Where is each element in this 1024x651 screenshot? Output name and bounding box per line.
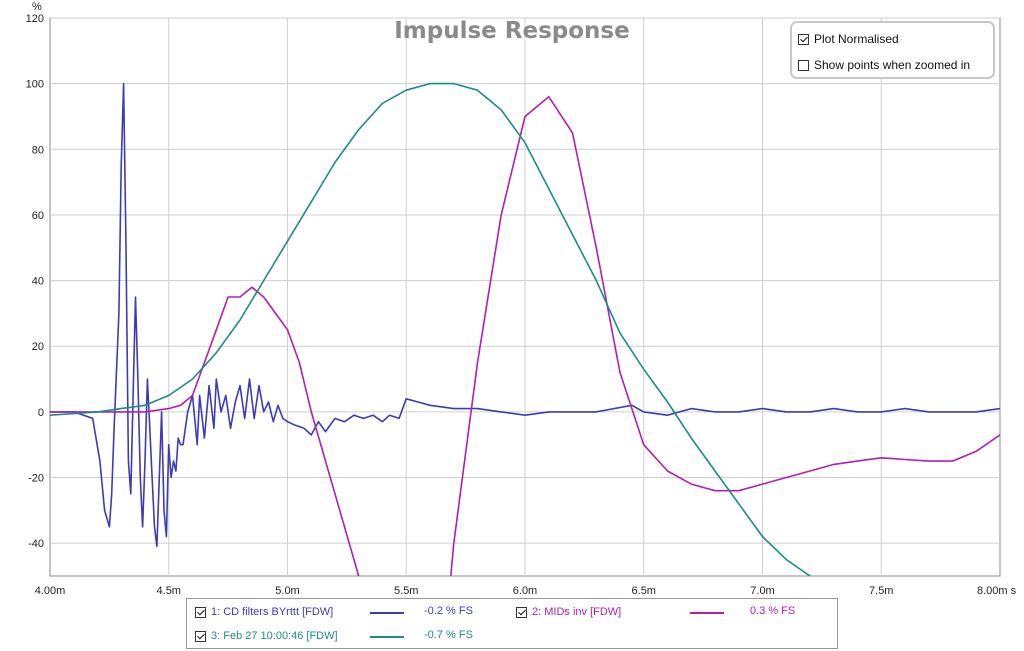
show-points-option[interactable]: Show points when zoomed in — [798, 56, 970, 74]
legend: 1: CD filters BYrttt [FDW] -0.2 % FS 2: … — [186, 598, 838, 649]
series-1-name: 1: CD filters BYrttt [FDW] — [211, 606, 334, 618]
y-unit-label: % — [32, 1, 42, 13]
show-points-checkbox[interactable] — [798, 59, 809, 71]
x-tick-label: 5.0m — [275, 585, 299, 597]
series-line-2 — [50, 96, 1000, 576]
series-line-3 — [50, 82, 812, 576]
y-tick-label: 20 — [32, 341, 44, 353]
series-2-swatch — [690, 612, 724, 614]
series-2-name: 2: MIDs inv [FDW] — [532, 606, 622, 618]
y-tick-label: 80 — [32, 144, 44, 156]
plot-options-panel: Plot Normalised Show points when zoomed … — [790, 21, 995, 79]
series-3-checkbox[interactable] — [195, 630, 206, 642]
show-points-label: Show points when zoomed in — [814, 58, 971, 72]
series-1-checkbox[interactable] — [195, 606, 206, 618]
y-tick-label: 0 — [38, 407, 44, 419]
legend-item-series-1[interactable]: 1: CD filters BYrttt [FDW] — [195, 604, 333, 620]
series-1-swatch — [370, 612, 404, 614]
x-tick-label: 8.00m s — [977, 585, 1017, 597]
y-tick-label: 60 — [32, 210, 44, 222]
series-1-value: -0.2 % FS — [424, 605, 473, 617]
legend-item-series-2[interactable]: 2: MIDs inv [FDW] — [516, 604, 621, 620]
y-tick-label: 40 — [32, 276, 44, 288]
y-tick-label: 120 — [26, 13, 44, 25]
chart-title: Impulse Response — [394, 18, 629, 44]
plot-normalised-label: Plot Normalised — [814, 32, 899, 46]
plot-normalised-option[interactable]: Plot Normalised — [798, 30, 899, 48]
x-tick-label: 5.5m — [394, 585, 418, 597]
series-2-checkbox[interactable] — [516, 606, 527, 618]
legend-item-series-3[interactable]: 3: Feb 27 10:00:46 [FDW] — [195, 628, 338, 644]
series-3-name: 3: Feb 27 10:00:46 [FDW] — [211, 630, 338, 642]
y-tick-label: -20 — [28, 473, 44, 485]
x-tick-label: 4.5m — [157, 585, 181, 597]
y-tick-label: -40 — [28, 538, 44, 550]
series-3-value: -0.7 % FS — [424, 629, 473, 641]
y-tick-label: 100 — [26, 79, 44, 91]
x-tick-label: 4.00m — [35, 585, 66, 597]
x-tick-label: 7.0m — [750, 585, 774, 597]
series-3-swatch — [370, 636, 404, 638]
x-tick-label: 7.5m — [869, 585, 893, 597]
series-group — [50, 82, 1000, 576]
x-tick-label: 6.0m — [513, 585, 537, 597]
x-tick-label: 6.5m — [632, 585, 656, 597]
plot-normalised-checkbox[interactable] — [798, 33, 809, 45]
series-2-value: 0.3 % FS — [750, 605, 796, 617]
